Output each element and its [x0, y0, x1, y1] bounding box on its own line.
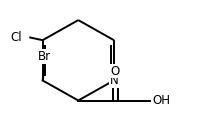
Text: Br: Br: [38, 50, 51, 63]
Text: Cl: Cl: [10, 31, 22, 44]
Text: O: O: [111, 65, 120, 78]
Text: N: N: [110, 74, 118, 87]
Text: OH: OH: [152, 94, 170, 107]
